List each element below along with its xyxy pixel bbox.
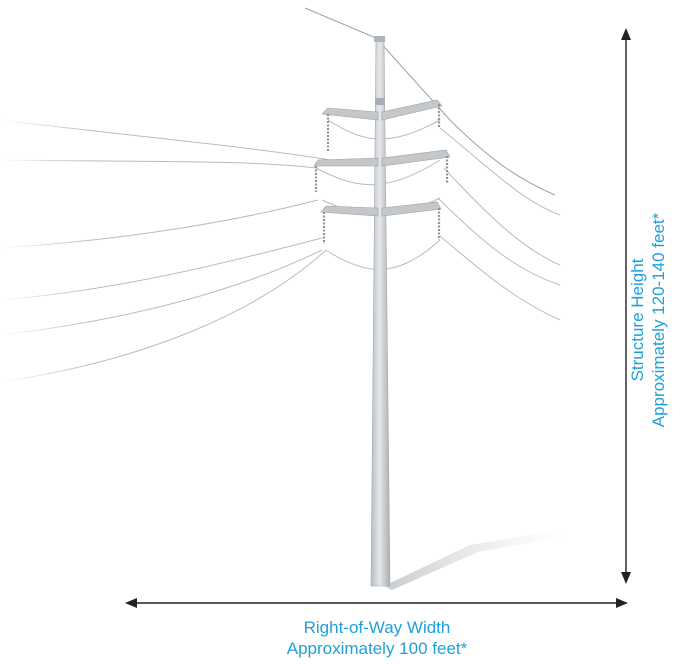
- structure-height-title: Structure Height: [628, 258, 647, 382]
- height-arrow: [621, 28, 631, 584]
- right-of-way-value: Approximately 100 feet*: [286, 639, 468, 658]
- shield-wire: [304, 7, 556, 196]
- pole: [370, 39, 391, 587]
- width-arrow: [125, 598, 628, 608]
- insulators: [314, 104, 449, 244]
- pole-band: [375, 98, 385, 105]
- structure-height-value: Approximately 120-140 feet*: [649, 212, 668, 428]
- right-of-way-label: Right-of-Way Width Approximately 100 fee…: [0, 617, 693, 659]
- right-of-way-title: Right-of-Way Width: [303, 618, 451, 637]
- wire-fade: [0, 100, 90, 400]
- pole-shadow: [384, 530, 565, 590]
- cross-arms: [313, 99, 451, 217]
- pole-cap: [374, 36, 385, 42]
